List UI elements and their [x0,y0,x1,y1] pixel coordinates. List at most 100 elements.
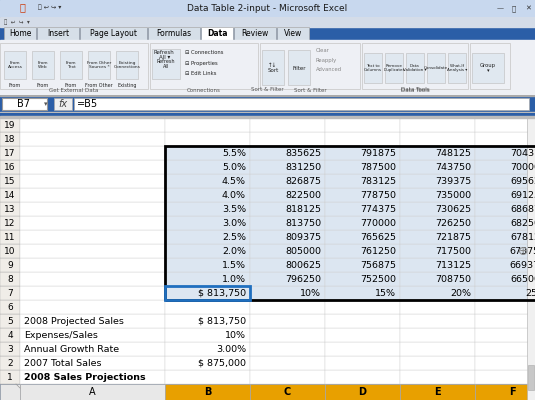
Bar [165,300,250,314]
Text: Group
▾: Group ▾ [480,63,496,74]
Bar [400,118,475,132]
Bar [400,314,475,328]
Text: 835625: 835625 [285,149,321,158]
Text: $ 875,000: $ 875,000 [198,358,246,368]
Text: Review: Review [241,29,269,38]
Bar [165,160,250,174]
Text: 761250: 761250 [360,247,396,256]
Text: Refresh
All: Refresh All [157,59,175,70]
Text: 5.5%: 5.5% [222,149,246,158]
Bar [475,160,535,174]
Bar [250,342,325,356]
Text: Data Table 2-input - Microsoft Excel: Data Table 2-input - Microsoft Excel [187,4,347,13]
Bar [475,230,535,244]
Bar [528,365,534,390]
Text: ⊟ Properties: ⊟ Properties [185,60,218,66]
Bar [234,27,276,40]
Bar [4,51,26,79]
Text: 673750: 673750 [510,247,535,256]
Bar [165,286,250,300]
Text: fx: fx [58,99,67,109]
Bar [472,53,504,83]
Text: 686875: 686875 [510,205,535,214]
Text: 752500: 752500 [360,274,396,284]
Bar [4,27,36,40]
Bar [325,160,400,174]
Text: 704375: 704375 [510,149,535,158]
Text: 16: 16 [4,163,16,172]
Bar [475,272,535,286]
Bar [0,370,20,384]
Bar [20,118,165,132]
Bar [400,188,475,202]
Bar [527,118,535,400]
Text: 💾  ↩  ↪  ▾: 💾 ↩ ↪ ▾ [4,19,30,25]
Text: Remove
Duplicates: Remove Duplicates [383,64,405,72]
Bar [400,174,475,188]
Text: 18: 18 [4,135,16,144]
Text: 756875: 756875 [360,260,396,270]
Text: 3: 3 [7,344,13,354]
Bar [475,244,535,258]
Bar [165,370,250,384]
Bar [470,43,510,89]
Bar [165,188,250,202]
Bar [165,286,250,300]
Text: Advanced: Advanced [316,66,342,72]
Text: 726250: 726250 [435,219,471,228]
Bar [20,146,165,160]
Bar [325,216,400,230]
Bar [325,230,400,244]
Text: 2008 Sales Projections: 2008 Sales Projections [24,372,146,382]
Text: 10%: 10% [225,330,246,340]
Bar [32,51,54,79]
Text: E: E [434,387,441,397]
Bar [0,258,20,272]
Text: —: — [496,5,503,11]
Bar [400,300,475,314]
Bar [400,342,475,356]
Bar [20,174,165,188]
Bar [250,370,325,384]
Text: ⬛: ⬛ [19,2,25,12]
Text: From: From [37,83,49,88]
Text: 678125: 678125 [510,233,535,242]
Text: 713125: 713125 [435,260,471,270]
Bar [250,244,325,258]
Text: 15: 15 [4,177,16,186]
Bar [74,98,529,110]
Text: 765625: 765625 [360,233,396,242]
Text: Existing: Existing [117,83,137,88]
Bar [165,202,250,216]
Bar [475,300,535,314]
Bar [250,118,325,132]
Bar [165,146,250,160]
Bar [250,384,325,400]
Text: 1.5%: 1.5% [222,260,246,270]
Text: Consolidate: Consolidate [424,66,448,70]
Bar [20,188,165,202]
Bar [165,230,250,244]
Text: 708750: 708750 [435,274,471,284]
Bar [0,118,20,132]
Bar [0,202,20,216]
Bar [0,342,20,356]
Text: 7: 7 [7,288,13,298]
Bar [400,384,475,400]
Text: 739375: 739375 [435,177,471,186]
Bar [325,314,400,328]
Text: Insert: Insert [47,29,69,38]
Bar [148,27,200,40]
Bar [325,132,400,146]
Text: From: From [65,83,77,88]
Text: 669375: 669375 [510,260,535,270]
Bar [250,230,325,244]
Bar [325,328,400,342]
Text: 818125: 818125 [285,205,321,214]
Text: Annual Growth Rate: Annual Growth Rate [24,344,119,354]
Bar [165,146,535,300]
Bar [325,272,400,286]
Bar [475,356,535,370]
Bar [0,95,535,96]
Text: ✕: ✕ [525,5,531,11]
